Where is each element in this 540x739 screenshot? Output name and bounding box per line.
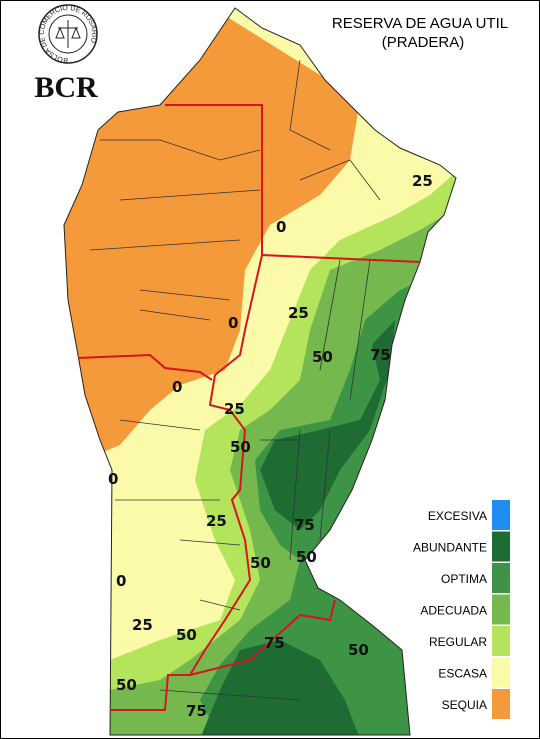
contour-label: 25 <box>412 172 433 190</box>
contour-label: 50 <box>348 641 369 659</box>
seal-ring <box>38 4 98 64</box>
contour-label: 75 <box>264 634 285 652</box>
contour-label: 50 <box>296 548 317 566</box>
contour-label: 50 <box>312 348 333 366</box>
legend-swatch <box>492 500 510 530</box>
legend-label: REGULAR <box>429 635 487 649</box>
contour-label: 0 <box>228 314 238 332</box>
contour-label: 0 <box>276 218 286 236</box>
legend-label: ADECUADA <box>420 604 487 618</box>
contour-label: 25 <box>132 616 153 634</box>
abundante-zone <box>260 320 395 530</box>
contour-label: 75 <box>294 516 315 534</box>
legend-label: EXCESIVA <box>428 509 487 523</box>
department-lines <box>89 59 381 701</box>
contour-label: 0 <box>116 572 126 590</box>
logo: BOLSA DE COMERCIO DE ROSARIO BCR <box>34 4 98 104</box>
contour-label: 0 <box>108 470 118 488</box>
title: RESERVA DE AGUA UTIL <box>332 15 508 32</box>
contour-label: 50 <box>250 554 271 572</box>
seal-emblem <box>55 20 81 48</box>
contour-label: 50 <box>176 626 197 644</box>
contour-label: 25 <box>288 304 309 322</box>
contour-label: 50 <box>230 438 251 456</box>
legend-swatch <box>492 531 510 562</box>
zone-boundaries <box>77 104 421 711</box>
sequia-zone <box>64 8 360 470</box>
contour-labels: 25 0 0 25 50 75 0 25 50 0 25 75 50 0 25 … <box>108 172 433 720</box>
legend-swatch <box>492 563 510 593</box>
seal-inner <box>48 14 88 54</box>
legend-label: ABUNDANTE <box>413 541 487 555</box>
contour-label: 25 <box>206 512 227 530</box>
legend-label: ESCASA <box>438 667 487 681</box>
legend: EXCESIVA ABUNDANTE OPTIMA ADECUADA REGULAR ES… <box>413 500 510 719</box>
contour-label: 75 <box>186 702 207 720</box>
contour-label: 25 <box>224 400 245 418</box>
contour-label: 0 <box>172 378 182 396</box>
abundante-zone <box>200 640 360 735</box>
contour-label: 50 <box>116 676 137 694</box>
legend-label: OPTIMA <box>441 572 487 586</box>
province-outline <box>63 7 457 736</box>
subtitle: (PRADERA) <box>382 34 465 51</box>
legend-swatch <box>492 626 510 656</box>
legend-swatch <box>492 594 510 625</box>
legend-swatch <box>492 689 510 719</box>
contour-label: 75 <box>370 346 391 364</box>
legend-swatch <box>492 657 510 688</box>
legend-label: SEQUIA <box>442 698 487 712</box>
logo-name: BCR <box>34 71 98 104</box>
